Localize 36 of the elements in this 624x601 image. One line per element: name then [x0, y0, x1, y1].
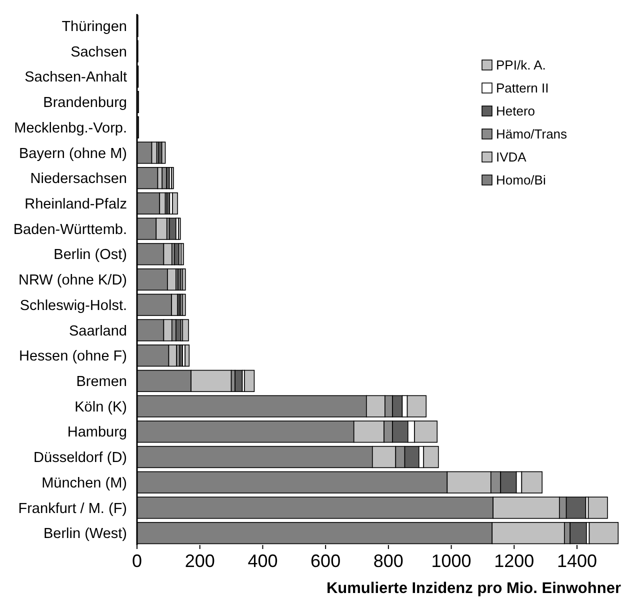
legend-label: PPI/k. A. — [496, 58, 546, 73]
y-tick-label: Rheinland-Pfalz — [24, 196, 127, 212]
legend-label: Homo/Bi — [496, 172, 546, 188]
y-tick-label: Bremen — [76, 374, 127, 390]
x-tick-label: 1400 — [556, 551, 598, 571]
y-tick-label: Hessen (ohne F) — [19, 348, 127, 365]
y-tick-label: München (M) — [42, 475, 127, 492]
x-tick-label: 0 — [132, 551, 142, 571]
y-tick-label: Sachsen-Anhalt — [24, 70, 127, 86]
y-tick-label: Düsseldorf (D) — [34, 450, 127, 466]
x-tick-label: 800 — [373, 551, 404, 571]
y-tick-label: Thüringen — [62, 18, 127, 35]
x-axis-title: Kumulierte Inzidenz pro Mio. Einwohner — [326, 580, 621, 597]
y-tick-label: Saarland — [68, 323, 127, 340]
y-tick-label: Köln (K) — [74, 399, 127, 416]
y-tick-label: NRW (ohne K/D) — [18, 272, 127, 289]
legend-label: Hetero — [496, 104, 536, 119]
legend-label: Hämo/Trans — [496, 126, 568, 142]
y-tick-label: Brandenburg — [43, 95, 127, 112]
y-tick-label: Berlin (West) — [43, 526, 127, 542]
y-tick-label: Mecklenbg.-Vorp. — [14, 120, 127, 136]
y-tick-label: Baden-Württemb. — [13, 222, 127, 238]
y-tick-label: Frankfurt / M. (F) — [18, 500, 127, 517]
x-tick-label: 600 — [310, 551, 341, 571]
x-tick-label: 200 — [184, 551, 215, 571]
legend-label: Pattern II — [496, 80, 549, 96]
y-tick-label: Schleswig-Holst. — [20, 298, 127, 314]
x-tick-label: 400 — [248, 551, 278, 571]
legend-label: IVDA — [496, 150, 527, 165]
y-tick-label: Niedersachsen — [30, 171, 127, 188]
y-tick-label: Hamburg — [67, 424, 127, 441]
y-tick-label: Berlin (Ost) — [54, 247, 127, 264]
x-tick-label: 1000 — [431, 551, 472, 571]
x-tick-label: 1200 — [494, 551, 534, 571]
y-tick-label: Sachsen — [70, 44, 127, 60]
y-tick-label: Bayern (ohne M) — [19, 146, 127, 162]
